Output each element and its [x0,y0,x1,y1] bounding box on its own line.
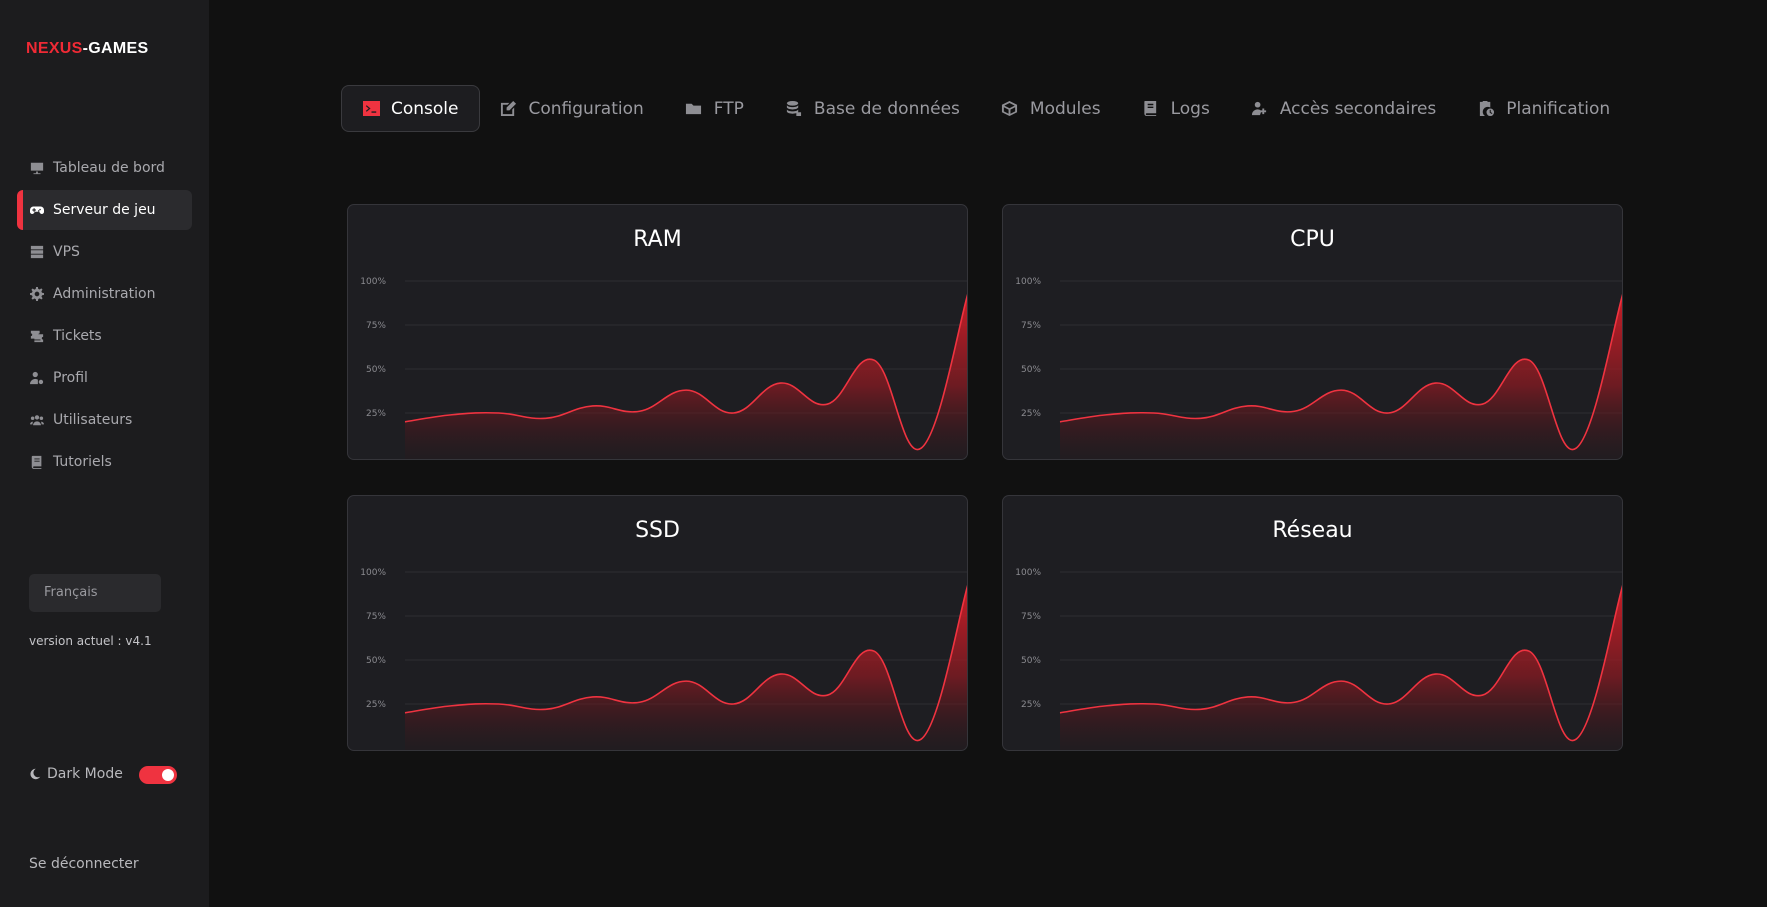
server-tabs: Console Configuration FTP Base de donnée… [341,85,1631,132]
ssd-chart-card: 25% 50% 75% 100% SSD [347,495,968,751]
gamepad-icon [29,203,44,218]
chart-title: CPU [1290,227,1335,252]
sidebar-item-utilisateurs[interactable]: Utilisateurs [17,400,192,440]
tab-label: Configuration [528,98,644,119]
sidebar-item-label: Profil [53,370,88,386]
sidebar-item-label: Tableau de bord [53,160,165,176]
tab-label: Accès secondaires [1279,98,1437,119]
y-tick-label: 75% [1021,612,1041,622]
series-line [404,293,967,451]
sidebar-item-label: Administration [53,286,156,302]
area-fill [1060,587,1622,750]
dark-mode-label: Dark Mode [29,766,123,782]
cpu-chart-card: 25% 50% 75% 100% CPU [1002,204,1623,460]
tab-label: FTP [713,98,744,119]
series-line [404,584,967,742]
sidebar-item-profil[interactable]: Profil [17,358,192,398]
chart-title: Réseau [1272,518,1353,543]
version-text: version actuel : v4.1 [29,634,152,648]
y-tick-label: 25% [366,700,386,710]
logo-part-games: -GAMES [82,40,149,57]
area-fill [405,296,967,459]
sidebar-item-vps[interactable]: VPS [17,232,192,272]
tab-console[interactable]: Console [341,85,480,132]
language-select[interactable]: Français [29,574,161,612]
y-tick-label: 25% [1021,409,1041,419]
terminal-icon [362,100,380,118]
sidebar-item-label: Tickets [53,328,102,344]
clipboard-clock-icon [1477,100,1495,118]
cpu-chart: 25% 50% 75% 100% [1015,277,1622,459]
tab-label: Planification [1506,98,1611,119]
dashboard-icon [29,161,44,176]
server-icon [29,245,44,260]
users-icon [29,413,44,428]
chart-title: RAM [633,227,682,252]
sidebar-item-serveur-de-jeu[interactable]: Serveur de jeu [17,190,192,230]
y-tick-label: 25% [1021,700,1041,710]
sidebar-item-administration[interactable]: Administration [17,274,192,314]
toggle-knob [162,769,174,781]
moon-icon [29,768,41,780]
y-tick-label: 50% [366,656,386,666]
database-icon [785,100,803,118]
user-gear-icon [29,371,44,386]
y-tick-label: 75% [366,612,386,622]
ram-chart-card: 25% 50% 75% 100% RAM [347,204,968,460]
area-fill [405,587,967,750]
series-line [1059,584,1622,742]
y-tick-label: 100% [1015,568,1041,578]
gear-icon [29,287,44,302]
y-tick-label: 50% [1021,656,1041,666]
tab-label: Base de données [813,98,960,119]
reseau-chart-card: 25% 50% 75% 100% Réseau [1002,495,1623,751]
tab-label: Logs [1170,98,1210,119]
dark-mode-text: Dark Mode [47,766,123,782]
sidebar: NEXUS-GAMES Tableau de bord Serveur de j… [0,0,209,907]
sidebar-item-label: Serveur de jeu [53,202,156,218]
sidebar-item-label: Tutoriels [53,454,112,470]
y-tick-label: 75% [366,321,386,331]
tickets-icon [29,329,44,344]
y-tick-label: 25% [366,409,386,419]
sidebar-item-label: Utilisateurs [53,412,133,428]
tab-modules[interactable]: Modules [981,85,1118,132]
tab-label: Modules [1029,98,1101,119]
folder-icon [685,100,703,118]
ram-chart: 25% 50% 75% 100% [360,277,967,459]
dark-mode-toggle[interactable] [139,766,177,784]
tab-planification[interactable]: Planification [1457,85,1627,132]
tab-label: Console [391,98,459,119]
logout-link[interactable]: Se déconnecter [29,856,139,872]
sidebar-item-label: VPS [53,244,80,260]
reseau-chart: 25% 50% 75% 100% [1015,568,1622,750]
sidebar-item-tableau-de-bord[interactable]: Tableau de bord [17,148,192,188]
y-tick-label: 75% [1021,321,1041,331]
book-icon [1142,100,1160,118]
cube-icon [1001,100,1019,118]
edit-icon [500,100,518,118]
tab-base-de-donnees[interactable]: Base de données [765,85,977,132]
y-tick-label: 100% [1015,277,1041,287]
user-share-icon [1251,100,1269,118]
tab-configuration[interactable]: Configuration [480,85,661,132]
logo[interactable]: NEXUS-GAMES [26,40,148,58]
tab-acces-secondaires[interactable]: Accès secondaires [1231,85,1453,132]
tab-ftp[interactable]: FTP [665,85,761,132]
logo-part-nexus: NEXUS [26,40,83,57]
y-tick-label: 100% [360,277,386,287]
sidebar-item-tutoriels[interactable]: Tutoriels [17,442,192,482]
book-icon [29,455,44,470]
ssd-chart: 25% 50% 75% 100% [360,568,967,750]
area-fill [1060,296,1622,459]
tab-logs[interactable]: Logs [1122,85,1227,132]
y-tick-label: 50% [366,365,386,375]
sidebar-nav: Tableau de bord Serveur de jeu VPS Admin… [17,148,192,484]
series-line [1059,293,1622,451]
y-tick-label: 50% [1021,365,1041,375]
sidebar-item-tickets[interactable]: Tickets [17,316,192,356]
y-tick-label: 100% [360,568,386,578]
chart-title: SSD [635,518,680,543]
